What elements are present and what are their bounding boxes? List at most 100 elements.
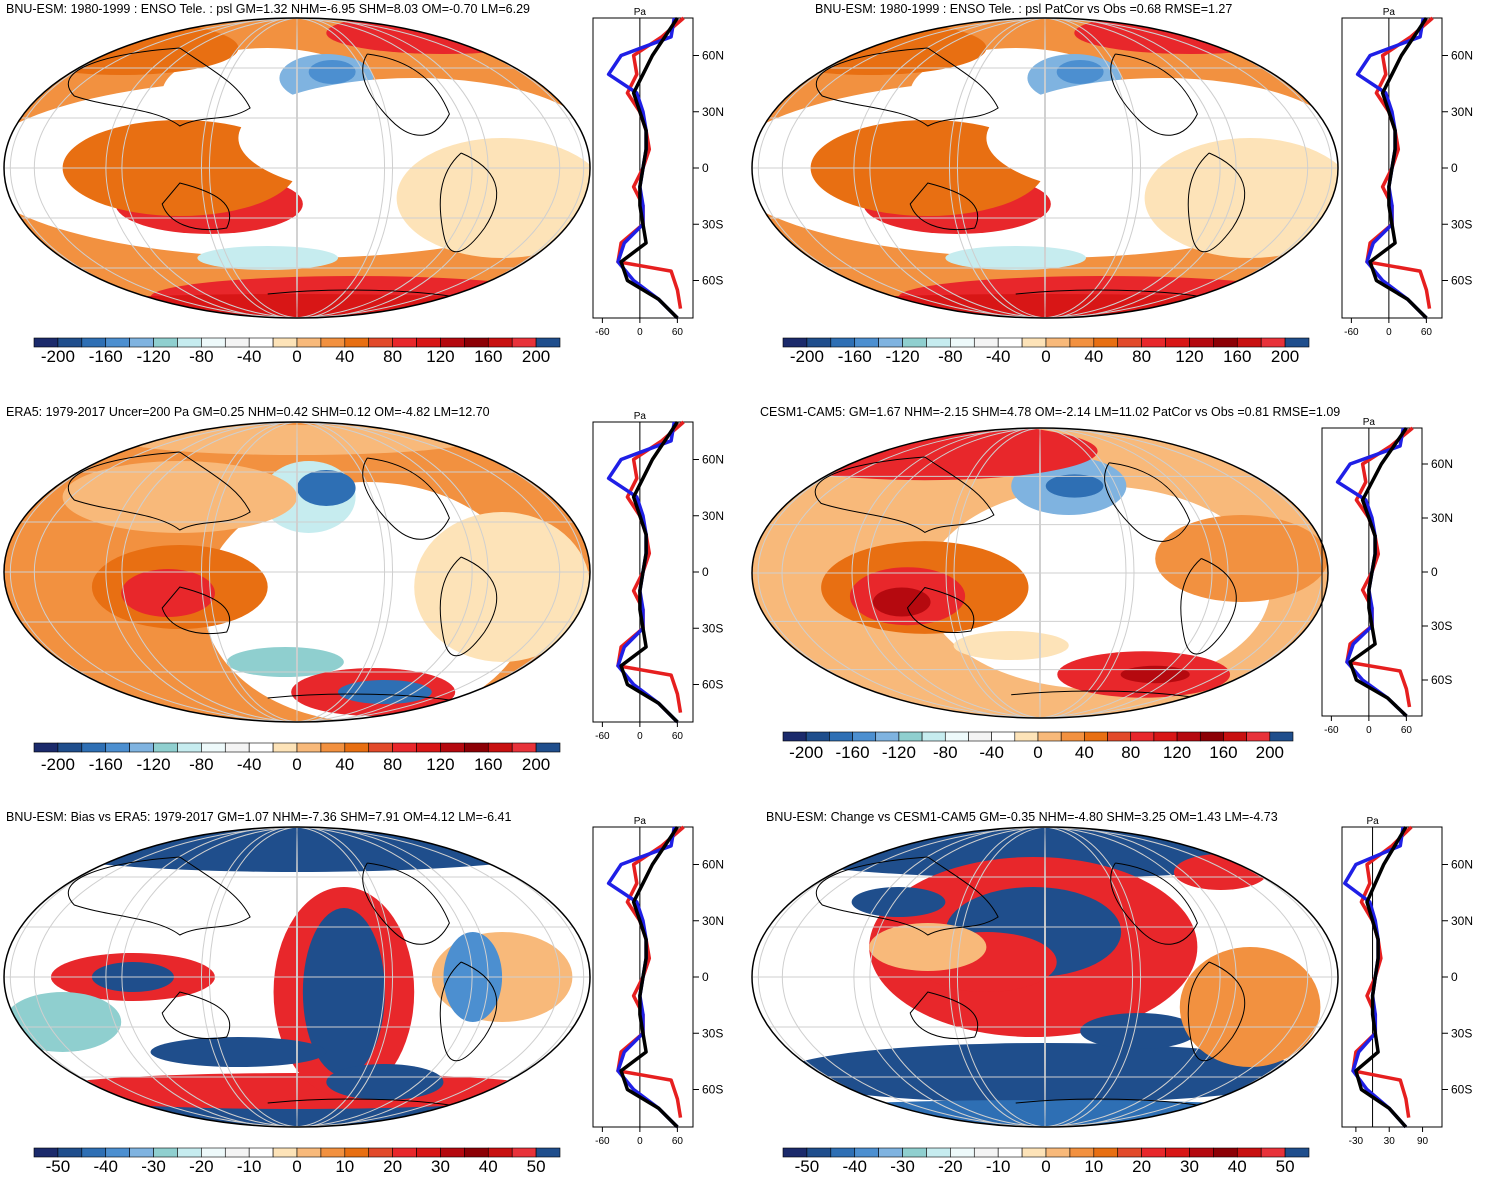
profile-unit: Pa xyxy=(634,411,647,422)
colorbar-swatch xyxy=(511,742,537,753)
longitude-line xyxy=(853,827,1221,1127)
colorbar-swatch xyxy=(782,731,807,742)
colorbar-label: 40 xyxy=(1075,743,1094,762)
colorbar-swatch xyxy=(830,337,856,348)
panel-6: BNU-ESM: Change vs CESM1-CAM5 GM=-0.35 N… xyxy=(751,810,1473,1176)
colorbar-swatch xyxy=(991,731,1016,742)
colorbar-label: 30 xyxy=(431,1157,450,1176)
panel-title: BNU-ESM: 1980-1999 : ENSO Tele. : psl Pa… xyxy=(815,2,1232,16)
colorbar-label: 40 xyxy=(1228,1157,1247,1176)
longitude-line xyxy=(948,827,1134,1127)
panel-title: BNU-ESM: Change vs CESM1-CAM5 GM=-0.35 N… xyxy=(766,810,1278,824)
colorbar-swatch xyxy=(902,337,927,348)
x-tick-label: -30 xyxy=(1349,1136,1364,1147)
lat-tick-label: 0 xyxy=(1451,970,1458,984)
contour-region xyxy=(953,631,1069,660)
colorbar-swatch xyxy=(1284,1147,1310,1158)
colorbar-swatch xyxy=(944,731,969,742)
contour-region xyxy=(302,908,385,1076)
colorbar-swatch xyxy=(926,1147,951,1158)
longitude-line xyxy=(200,18,386,318)
lat-tick-label: 60N xyxy=(1451,858,1473,872)
lat-tick-label: 60S xyxy=(702,678,723,692)
colorbar-swatch xyxy=(1246,731,1271,742)
colorbar-swatch xyxy=(1069,337,1095,348)
longitude-line xyxy=(956,18,1142,318)
colorbar-label: 10 xyxy=(1084,1157,1103,1176)
colorbar-swatch xyxy=(997,337,1023,348)
zonal-profile: Pa 60N 30N 0 30S 60S -60 0 60 xyxy=(592,411,724,742)
colorbar-label: 120 xyxy=(1175,347,1203,366)
contour-region xyxy=(308,60,356,84)
colorbar-swatch xyxy=(392,337,417,348)
colorbar-swatch xyxy=(1141,337,1166,348)
colorbar-label: 80 xyxy=(1132,347,1151,366)
colorbar-swatch xyxy=(1045,1147,1071,1158)
colorbar-swatch xyxy=(1069,1147,1095,1158)
profile-line-black xyxy=(619,421,679,724)
longitude-line xyxy=(105,827,473,1127)
lat-tick-label: 60S xyxy=(1451,274,1472,288)
colorbar-label: 160 xyxy=(1209,743,1237,762)
colorbar-swatch xyxy=(511,337,537,348)
profile-line-black xyxy=(619,826,679,1129)
coastline xyxy=(1187,152,1246,253)
longitude-line xyxy=(1044,18,1046,318)
colorbar-swatch xyxy=(272,1147,298,1158)
colorbar-swatch xyxy=(296,1147,322,1158)
x-tick-label: 60 xyxy=(1401,725,1413,736)
colorbar-swatch xyxy=(1165,337,1190,348)
contour-region xyxy=(1080,1013,1198,1049)
colorbar-swatch xyxy=(1093,1147,1119,1158)
colorbar-label: 80 xyxy=(383,755,402,774)
contour-region xyxy=(1045,474,1104,498)
colorbar-swatch xyxy=(464,337,489,348)
x-tick-label: -60 xyxy=(1324,725,1339,736)
contour-region xyxy=(326,18,561,54)
colorbar-swatch xyxy=(153,1147,178,1158)
colorbar-swatch xyxy=(81,337,107,348)
profile-unit: Pa xyxy=(1363,417,1376,428)
coastline xyxy=(67,451,251,531)
longitude-line xyxy=(853,18,1221,318)
longitude-line xyxy=(956,827,1142,1127)
colorbar-swatch xyxy=(782,337,808,348)
coastline xyxy=(1187,961,1246,1062)
longitude-line xyxy=(757,827,1309,1127)
lat-tick-label: 60S xyxy=(702,274,723,288)
contour-region xyxy=(326,1064,444,1100)
colorbar-swatch xyxy=(248,337,274,348)
colorbar-label: 10 xyxy=(335,1157,354,1176)
colorbar-label: 160 xyxy=(474,347,502,366)
colorbar-swatch xyxy=(1213,337,1238,348)
panel-3: ERA5: 1979-2017 Uncer=200 Pa GM=0.25 NHM… xyxy=(3,405,724,774)
colorbar-swatch xyxy=(201,337,226,348)
colorbar-label: -120 xyxy=(137,347,171,366)
colorbar-swatch xyxy=(1014,731,1039,742)
zonal-profile: Pa 60N 30N 0 30S 60S -60 0 60 xyxy=(1341,7,1473,338)
colorbar-swatch xyxy=(950,1147,975,1158)
panel-2: BNU-ESM: 1980-1999 : ENSO Tele. : psl Pa… xyxy=(751,2,1473,366)
map-border xyxy=(3,826,591,1128)
longitude-line xyxy=(33,18,585,318)
colorbar-label: 30 xyxy=(1180,1157,1199,1176)
contour-region xyxy=(872,587,931,617)
lat-tick-label: 60N xyxy=(1451,49,1473,63)
map-border xyxy=(3,421,591,723)
colorbar-swatch xyxy=(57,337,83,348)
colorbar-swatch xyxy=(320,742,346,753)
panel-1: BNU-ESM: 1980-1999 : ENSO Tele. : psl GM… xyxy=(3,2,724,366)
colorbar-swatch xyxy=(105,1147,130,1158)
colorbar-label: 0 xyxy=(292,347,301,366)
colorbar-label: 20 xyxy=(383,1157,402,1176)
colorbar-swatch xyxy=(177,337,202,348)
colorbar-swatch xyxy=(1117,337,1142,348)
zonal-profile: Pa 60N 30N 0 30S 60S -60 0 60 xyxy=(592,7,724,338)
contour-region xyxy=(414,512,590,662)
lat-tick-label: 30S xyxy=(1451,1026,1472,1040)
colorbar-label: -40 xyxy=(842,1157,867,1176)
colorbar-swatch xyxy=(511,1147,537,1158)
coastline xyxy=(67,47,251,127)
longitude-line xyxy=(296,422,298,722)
colorbar-swatch xyxy=(416,742,441,753)
